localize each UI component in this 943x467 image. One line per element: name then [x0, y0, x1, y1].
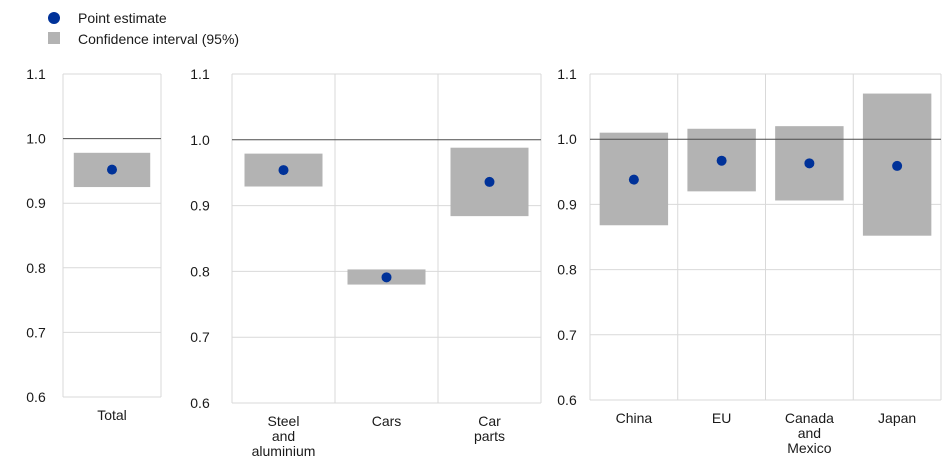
category-label: Total — [97, 407, 127, 423]
y-tick-label: 0.6 — [190, 395, 210, 411]
point-estimate — [107, 164, 117, 175]
legend-ci-label: Confidence interval (95%) — [78, 31, 239, 47]
category-label: Car — [478, 413, 501, 429]
category-label: China — [616, 410, 653, 426]
point-estimate — [381, 272, 392, 283]
chart-panel-1: 0.6 0.7 0.8 0.9 1.0 1.1 Total — [26, 66, 162, 423]
y-tick-label: 0.7 — [190, 329, 210, 345]
point-estimate — [892, 160, 903, 171]
legend: Point estimate Confidence interval (95%) — [48, 10, 239, 47]
y-tick-label: 0.8 — [26, 260, 46, 276]
y-tick-label: 0.9 — [190, 198, 210, 214]
point-estimate — [804, 158, 815, 169]
y-tick-label: 0.8 — [190, 263, 210, 279]
y-tick-label: 0.9 — [557, 196, 577, 212]
legend-point-marker — [48, 12, 60, 24]
category-label: parts — [474, 428, 505, 444]
category-label: aluminium — [252, 443, 316, 459]
legend-point-label: Point estimate — [78, 10, 167, 26]
category-label: EU — [712, 410, 731, 426]
legend-ci-marker — [48, 32, 60, 44]
category-label: Steel — [268, 413, 300, 429]
y-tick-label: 0.7 — [557, 327, 577, 343]
point-estimate — [628, 174, 639, 185]
y-tick-label: 1.0 — [190, 132, 210, 148]
point-estimate — [484, 176, 495, 187]
y-tick-label: 1.1 — [190, 66, 210, 82]
y-tick-label: 0.9 — [26, 195, 46, 211]
y-tick-label: 0.6 — [557, 392, 577, 408]
y-tick-label: 1.0 — [557, 131, 577, 147]
y-tick-label: 1.1 — [557, 66, 577, 82]
category-label: Cars — [372, 413, 402, 429]
chart-panel-3: 0.6 0.7 0.8 0.9 1.0 1.1 China EU CanadaandMexico… — [557, 66, 942, 456]
y-tick-label: 0.7 — [26, 324, 46, 340]
category-label: Canada — [785, 410, 834, 426]
y-tick-label: 0.6 — [26, 389, 46, 405]
y-tick-label: 0.8 — [557, 262, 577, 278]
category-label: and — [272, 428, 295, 444]
point-estimate — [278, 165, 289, 176]
category-label: and — [798, 425, 821, 441]
y-tick-label: 1.0 — [26, 131, 46, 147]
point-estimate — [716, 155, 727, 166]
category-label: Mexico — [787, 440, 832, 456]
category-label: Japan — [878, 410, 916, 426]
y-tick-label: 1.1 — [26, 66, 46, 82]
